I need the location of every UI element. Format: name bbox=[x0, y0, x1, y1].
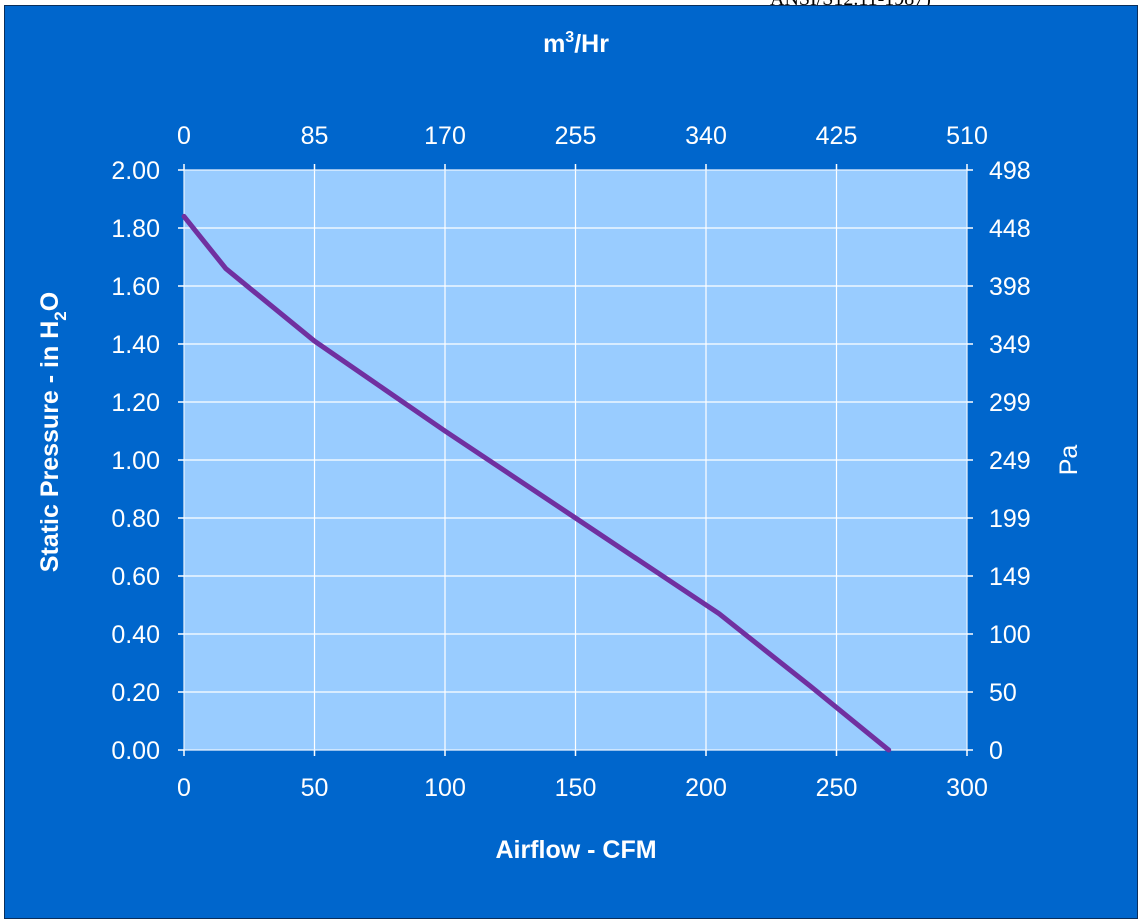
y-right-tick-label: 448 bbox=[989, 215, 1031, 243]
series-layer bbox=[181, 213, 892, 753]
x-bottom-tick-label: 100 bbox=[424, 774, 466, 802]
x-top-tick-label: 425 bbox=[816, 122, 858, 150]
y-right-tick-label: 100 bbox=[989, 621, 1031, 649]
x-bottom-tick-label: 50 bbox=[301, 774, 329, 802]
x-bottom-tick-label: 250 bbox=[816, 774, 858, 802]
x-top-axis-title: m3/Hr bbox=[543, 29, 609, 58]
y-right-tick-label: 149 bbox=[989, 563, 1031, 591]
y-right-tick-label: 249 bbox=[989, 447, 1031, 475]
x-top-axis-title-rest: /Hr bbox=[574, 30, 609, 58]
y-left-axis-title-sub: 2 bbox=[51, 311, 70, 320]
x-bottom-axis-title: Airflow - CFM bbox=[495, 836, 656, 864]
axis-ticks: 0 0 50 85 100 170 150 255 200 340 250 425 300 510 0.00… bbox=[111, 122, 1030, 802]
y-left-tick-label: 1.40 bbox=[111, 331, 160, 359]
y-right-tick-label: 299 bbox=[989, 389, 1031, 417]
y-left-tick-label: 2.00 bbox=[111, 157, 160, 185]
y-right-tick-label: 398 bbox=[989, 273, 1031, 301]
y-left-axis-title-rest: O bbox=[36, 292, 64, 311]
x-top-axis-title-sup: 3 bbox=[565, 29, 574, 46]
y-left-tick-label: 0.80 bbox=[111, 505, 160, 533]
x-bottom-tick-label: 0 bbox=[177, 774, 191, 802]
x-top-tick-label: 340 bbox=[685, 122, 727, 150]
y-left-tick-label: 1.00 bbox=[111, 447, 160, 475]
x-top-tick-label: 255 bbox=[555, 122, 597, 150]
y-right-tick-label: 199 bbox=[989, 505, 1031, 533]
y-left-tick-label: 0.60 bbox=[111, 563, 160, 591]
y-right-tick-label: 498 bbox=[989, 157, 1031, 185]
y-left-tick-label: 1.80 bbox=[111, 215, 160, 243]
y-right-tick-label: 50 bbox=[989, 679, 1017, 707]
y-right-axis-title: Pa bbox=[1055, 445, 1083, 476]
y-right-tick-label: 349 bbox=[989, 331, 1031, 359]
y-left-tick-label: 0.00 bbox=[111, 737, 160, 765]
x-top-tick-label: 510 bbox=[946, 122, 988, 150]
x-bottom-tick-label: 200 bbox=[685, 774, 727, 802]
y-left-axis-title: Static Pressure - in H2O bbox=[36, 292, 70, 572]
y-right-tick-label: 0 bbox=[989, 737, 1003, 765]
y-left-tick-label: 1.60 bbox=[111, 273, 160, 301]
x-bottom-tick-label: 150 bbox=[555, 774, 597, 802]
y-left-tick-label: 0.40 bbox=[111, 621, 160, 649]
x-top-tick-label: 85 bbox=[301, 122, 329, 150]
y-left-tick-label: 1.20 bbox=[111, 389, 160, 417]
x-bottom-tick-label: 300 bbox=[946, 774, 988, 802]
series-line-fan-curve bbox=[181, 213, 892, 753]
x-top-tick-label: 0 bbox=[177, 122, 191, 150]
y-left-tick-label: 0.20 bbox=[111, 679, 160, 707]
x-top-tick-label: 170 bbox=[424, 122, 466, 150]
